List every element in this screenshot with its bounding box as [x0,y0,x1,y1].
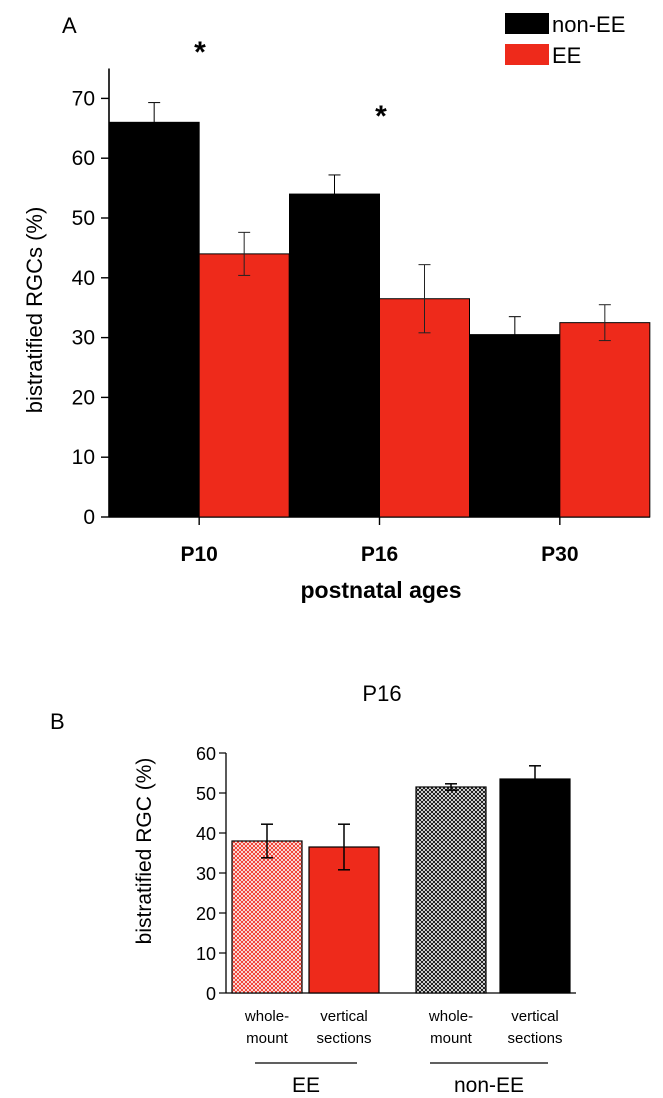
bar-ee-whole-mount [231,840,303,994]
panel-b-y-tick-label: 30 [196,864,216,884]
panel-a-y-tick-label: 10 [72,446,95,469]
panel-b-y-tick-label: 60 [196,744,216,764]
panel-b-y-tick-label: 10 [196,944,216,964]
panel-a-y-tick-label: 70 [72,87,95,110]
panel-a-x-tick-label-p16: P16 [361,543,398,566]
bar-label-non-ee-whole-mount-line1: whole- [428,1008,473,1025]
bar-non-ee-p16 [289,193,380,518]
group-label-non-ee: non-EE [454,1074,524,1097]
panel-a-x-axis-label: postnatal ages [300,577,461,603]
bar-label-ee-whole-mount-line1: whole- [244,1008,289,1025]
group-label-ee: EE [292,1074,320,1097]
bar-non-ee-p30 [469,334,561,518]
panel-b-plot: 0 10 20 30 40 50 60 whole-mount vertical sections… [196,744,576,1047]
panel-b-y-axis-label: bistratified RGC (%) [133,758,156,945]
panel-a-x-tick-label-p30: P30 [541,543,578,566]
legend-label-non-ee: non-EE [552,12,625,37]
bar-label-non-ee-whole-mount-line2: mount [430,1030,473,1047]
panel-a-x-tick-label-p10: P10 [180,543,217,566]
panel-a-y-tick-label: 40 [72,267,95,290]
bar-label-non-ee-vertical-sections-line1: vertical [511,1008,559,1025]
panel-a-y-tick-label: 0 [83,506,95,529]
panel-b-y-tick-label: 0 [206,984,216,1004]
panel-b-letter: B [50,709,65,734]
panel-a-y-tick-label: 20 [72,386,95,409]
panel-a-y-tick-label: 30 [72,327,95,350]
panel-b-y-tick-label: 50 [196,784,216,804]
bar-ee-vertical-sections [308,846,380,994]
bar-ee-p16 [379,298,470,518]
bar-label-ee-whole-mount-line2: mount [246,1030,289,1047]
legend-swatch-non-ee [505,13,549,34]
legend-swatch-ee [505,44,549,65]
bar-non-ee-whole-mount [415,786,487,994]
panel-b-y-tick-label: 20 [196,904,216,924]
bar-ee-p30 [559,322,651,518]
bar-non-ee-p10 [108,121,200,518]
panel-a-y-tick-label: 60 [72,147,95,170]
legend-label-ee: EE [552,43,581,68]
bar-ee-p10 [198,253,290,518]
panel-b-title: P16 [362,681,401,706]
significance-star-p16: * [375,100,387,133]
bar-label-ee-vertical-sections-line1: vertical [320,1008,368,1025]
bar-label-ee-vertical-sections-line2: sections [316,1030,371,1047]
bar-non-ee-vertical-sections [499,778,571,994]
panel-a-plot: 0 10 20 30 40 50 60 70 P10 P16 P30 [72,68,651,566]
panel-a-letter: A [62,13,77,38]
panel-a-y-tick-label: 50 [72,207,95,230]
panel-a-y-axis-label: bistratified RGCs (%) [22,207,47,414]
panel-b-y-tick-label: 40 [196,824,216,844]
significance-star-p10: * [194,36,206,69]
bar-label-non-ee-vertical-sections-line2: sections [507,1030,562,1047]
